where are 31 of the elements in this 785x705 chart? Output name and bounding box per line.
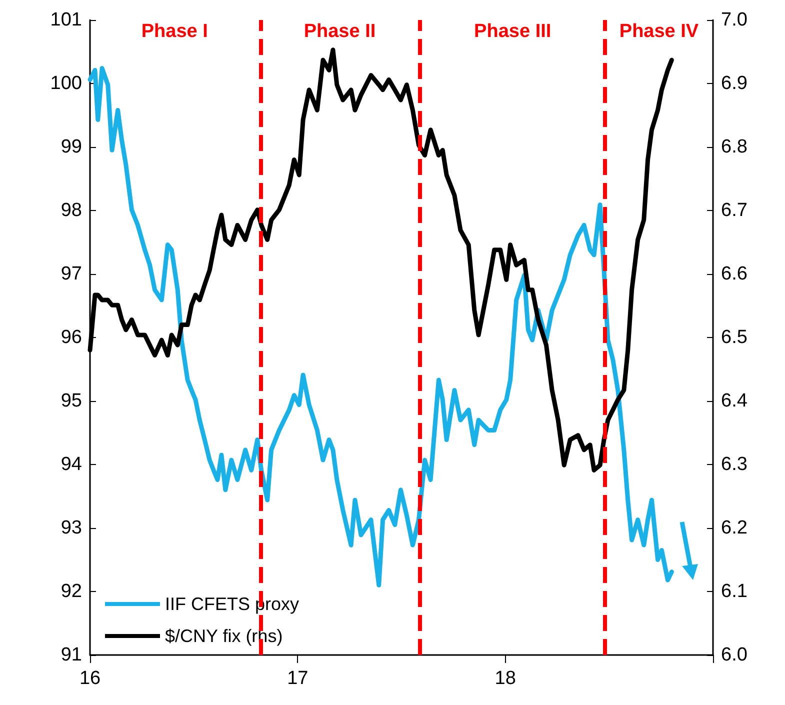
annotation: Phase I bbox=[141, 21, 208, 42]
y-tick-label: 94 bbox=[60, 454, 82, 475]
y2-tick-label: 6.1 bbox=[721, 581, 748, 602]
y-tick-label: 93 bbox=[60, 518, 82, 538]
x-tick-label: 17 bbox=[287, 668, 308, 689]
y2-tick-label: 6.0 bbox=[721, 644, 748, 666]
y2-tick-label: 6.5 bbox=[721, 327, 748, 348]
y-tick-label: 92 bbox=[60, 581, 82, 602]
annotation: Phase III bbox=[474, 21, 552, 42]
y-tick-label: 95 bbox=[60, 390, 82, 412]
y-tick-label: 99 bbox=[60, 136, 82, 158]
y2-tick-label: 6.4 bbox=[721, 390, 748, 412]
y2-tick-label: 7.0 bbox=[721, 10, 748, 30]
legend-label: IIF CFETS proxy bbox=[165, 594, 300, 614]
y2-tick-label: 6.2 bbox=[721, 518, 748, 538]
y-tick-label: 96 bbox=[60, 327, 82, 348]
annotation: Phase IV bbox=[619, 21, 699, 42]
y-tick-label: 101 bbox=[50, 10, 82, 30]
y2-tick-label: 6.9 bbox=[721, 73, 748, 94]
line-series bbox=[88, 66, 674, 588]
y-tick-label: 97 bbox=[60, 264, 82, 284]
y-tick-label: 100 bbox=[50, 73, 82, 94]
y-tick-label: 98 bbox=[60, 200, 82, 221]
y2-tick-label: 6.6 bbox=[721, 264, 748, 284]
annotation: Phase II bbox=[304, 21, 376, 42]
x-tick-label: 16 bbox=[79, 668, 101, 689]
y2-tick-label: 6.7 bbox=[721, 200, 748, 221]
x-tick-label: 18 bbox=[494, 668, 516, 689]
y2-tick-label: 6.3 bbox=[721, 454, 748, 475]
y2-tick-label: 6.8 bbox=[721, 136, 748, 158]
y-tick-label: 91 bbox=[60, 644, 82, 666]
